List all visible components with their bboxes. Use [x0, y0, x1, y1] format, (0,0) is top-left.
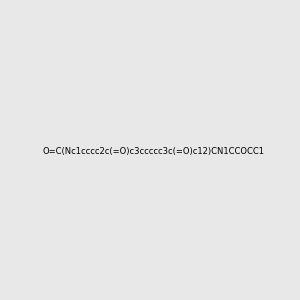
Text: O=C(Nc1cccc2c(=O)c3ccccc3c(=O)c12)CN1CCOCC1: O=C(Nc1cccc2c(=O)c3ccccc3c(=O)c12)CN1CCO…: [43, 147, 265, 156]
